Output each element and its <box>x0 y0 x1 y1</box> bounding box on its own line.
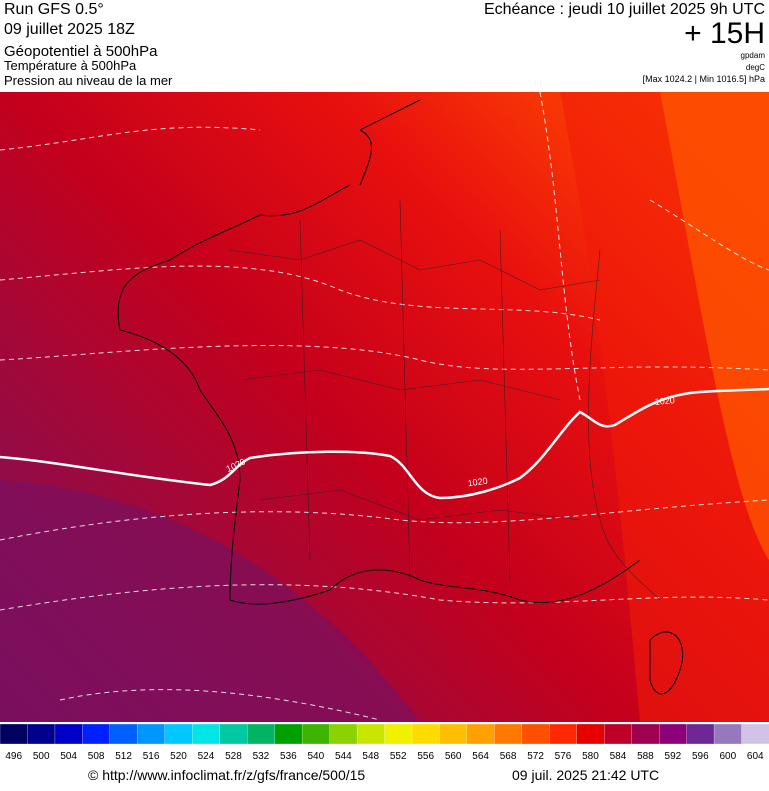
colorbar-label: 592 <box>665 751 682 762</box>
colorbar-label: 604 <box>747 751 764 762</box>
temp-band <box>660 92 769 560</box>
colorbar-label: 584 <box>610 751 627 762</box>
isobar <box>0 387 769 500</box>
colorbar-label: 532 <box>253 751 270 762</box>
colorbar-swatch <box>604 723 633 745</box>
colorbar-label: 556 <box>417 751 434 762</box>
colorbar-label: 560 <box>445 751 462 762</box>
colorbar-label: 548 <box>362 751 379 762</box>
colorbar-label: 528 <box>225 751 242 762</box>
echeance: Echéance : jeudi 10 juillet 2025 9h UTC <box>484 1 765 18</box>
colorbar-label: 500 <box>33 751 50 762</box>
timestamp: 09 juil. 2025 21:42 UTC <box>512 767 659 783</box>
isotherms <box>0 91 769 721</box>
map: 1020 1020 1020 <box>0 91 769 722</box>
colorbar-swatch <box>466 723 496 745</box>
colorbar-label: 568 <box>500 751 517 762</box>
title: Géopotentiel à 500hPa <box>4 43 158 60</box>
colorbar-label: 576 <box>555 751 572 762</box>
run-date: 09 juillet 2025 18Z <box>4 21 135 38</box>
colorbar-label: 544 <box>335 751 352 762</box>
colorbar-swatch <box>576 723 605 745</box>
colorbar-swatch <box>0 723 29 745</box>
colorbar-swatch <box>439 723 468 745</box>
unit: gpdam <box>741 51 766 60</box>
colorbar-swatch <box>384 723 413 745</box>
colorbar-swatch <box>274 723 303 745</box>
colorbar-label: 508 <box>88 751 105 762</box>
offset: + 15H <box>684 17 765 50</box>
colorbar-swatch <box>356 723 386 745</box>
colorbar-swatch <box>192 723 221 745</box>
colorbar-swatch <box>137 723 166 745</box>
colorbar-swatch <box>164 723 193 745</box>
colorbar-label: 504 <box>60 751 77 762</box>
colorbar-swatch <box>741 723 769 745</box>
colorbar-swatch <box>521 723 550 745</box>
colorbar-swatch <box>329 723 358 745</box>
run: Run GFS 0.5° <box>4 1 104 18</box>
coastline <box>117 99 684 695</box>
colorbar-swatch <box>411 723 441 745</box>
colorbar-label: 564 <box>472 751 489 762</box>
colorbar-label: 496 <box>5 751 22 762</box>
colorbar-label: 512 <box>115 751 132 762</box>
colorbar-swatch <box>54 723 84 745</box>
colorbar-swatch <box>631 723 660 745</box>
colorbar-label: 580 <box>582 751 599 762</box>
colorbar-label: 600 <box>719 751 736 762</box>
colorbar: 496 500 504 508 512 516 520 524 528 532 536 540 544 5… <box>0 723 769 762</box>
colorbar-label: 572 <box>527 751 544 762</box>
colorbar-swatch <box>713 723 743 745</box>
colorbar-label: 552 <box>390 751 407 762</box>
isobar-label: 1020 <box>654 395 675 407</box>
colorbar-swatch <box>494 723 523 745</box>
colorbar-label: 520 <box>170 751 187 762</box>
colorbar-swatch <box>686 723 715 745</box>
colorbar-label: 596 <box>692 751 709 762</box>
subtitle: Température à 500hPa <box>4 58 137 73</box>
colorbar-swatch <box>549 723 578 745</box>
pressure-range: [Max 1024.2 | Min 1016.5] hPa <box>643 74 765 84</box>
colorbar-swatch <box>219 723 248 745</box>
unit: degC <box>746 63 765 72</box>
isobar-label: 1020 <box>467 476 488 489</box>
colorbar-label: 540 <box>307 751 324 762</box>
subtitle: Pression au niveau de la mer <box>4 73 173 88</box>
colorbar-swatch <box>658 723 688 745</box>
colorbar-label: 536 <box>280 751 297 762</box>
colorbar-swatch <box>247 723 276 745</box>
colorbar-swatch <box>301 723 331 745</box>
temp-band <box>0 480 420 722</box>
colorbar-swatch <box>27 723 56 745</box>
colorbar-label: 588 <box>637 751 654 762</box>
borders <box>229 199 661 601</box>
colorbar-label: 524 <box>198 751 215 762</box>
colorbar-swatch <box>82 723 111 745</box>
colorbar-label: 516 <box>143 751 160 762</box>
colorbar-swatch <box>109 723 138 745</box>
source-url: © http://www.infoclimat.fr/z/gfs/france/… <box>88 767 365 783</box>
